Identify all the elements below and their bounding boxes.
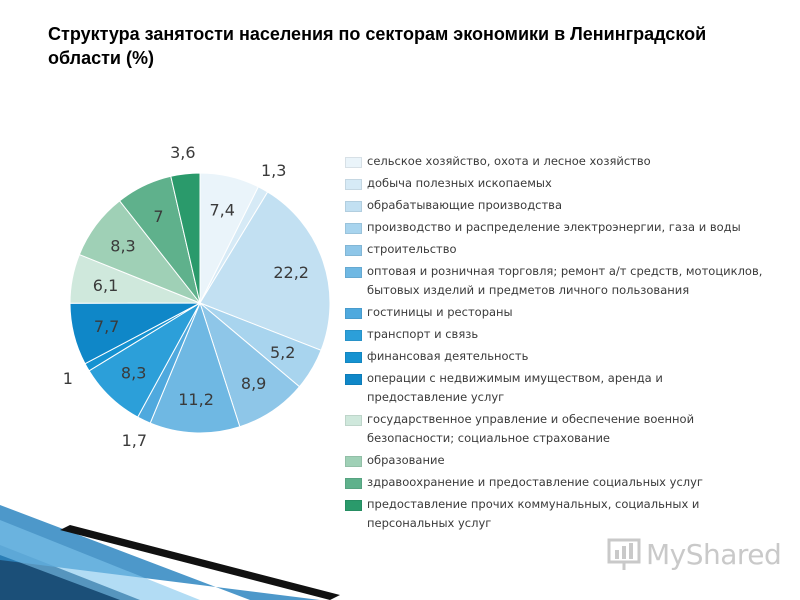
slice-value-label: 11,2 — [178, 390, 214, 409]
slice-value-label: 1,7 — [122, 431, 147, 450]
watermark: MyShared — [606, 536, 782, 576]
legend-label: строительство — [367, 242, 457, 256]
legend-swatch — [345, 179, 362, 190]
pie-slice — [170, 172, 201, 304]
legend-item: обрабатывающие производства — [345, 196, 765, 215]
legend-swatch — [345, 330, 362, 341]
legend-swatch — [345, 500, 362, 511]
legend-item: операции с недвижимым имуществом, аренда… — [345, 369, 765, 407]
legend-swatch — [345, 157, 362, 168]
legend-label: обрабатывающие производства — [367, 198, 562, 212]
legend-item: сельское хозяйство, охота и лесное хозяй… — [345, 152, 765, 171]
slice-value-label: 1,3 — [261, 161, 286, 180]
decor-stripe-black — [60, 525, 340, 600]
presentation-icon — [607, 538, 641, 570]
legend-item: транспорт и связь — [345, 325, 765, 344]
legend-label: производство и распределение электроэнер… — [367, 220, 741, 234]
legend-swatch — [345, 456, 362, 467]
legend-item: оптовая и розничная торговля; ремонт а/т… — [345, 262, 765, 300]
legend-swatch — [345, 478, 362, 489]
legend-label: образование — [367, 453, 445, 467]
pie-slice — [199, 191, 331, 351]
slice-value-label: 3,6 — [170, 143, 195, 162]
pie-slice — [149, 301, 241, 434]
chart-legend: сельское хозяйство, охота и лесное хозяй… — [345, 152, 765, 536]
legend-label: оптовая и розничная торговля; ремонт а/т… — [367, 264, 763, 297]
slice-value-label: 6,1 — [93, 276, 118, 295]
legend-label: здравоохранение и предоставление социаль… — [367, 475, 703, 489]
slice-value-label: 8,3 — [121, 364, 146, 383]
legend-item: предоставление прочих коммунальных, соци… — [345, 495, 765, 533]
legend-item: производство и распределение электроэнер… — [345, 218, 765, 237]
legend-label: сельское хозяйство, охота и лесное хозяй… — [367, 154, 651, 168]
slice-value-label: 5,2 — [270, 343, 295, 362]
legend-label: операции с недвижимым имуществом, аренда… — [367, 371, 663, 404]
legend-label: финансовая деятельность — [367, 349, 529, 363]
decor-stripe-light — [0, 520, 200, 600]
legend-item: добыча полезных ископаемых — [345, 174, 765, 193]
legend-label: государственное управление и обеспечение… — [367, 412, 695, 445]
legend-swatch — [345, 201, 362, 212]
legend-label: предоставление прочих коммунальных, соци… — [367, 497, 700, 530]
slice-value-label: 7,7 — [94, 317, 119, 336]
legend-label: гостиницы и рестораны — [367, 305, 513, 319]
legend-item: строительство — [345, 240, 765, 259]
legend-label: транспорт и связь — [367, 327, 479, 341]
legend-label: добыча полезных ископаемых — [367, 176, 552, 190]
slice-value-label: 8,3 — [110, 236, 135, 255]
legend-item: гостиницы и рестораны — [345, 303, 765, 322]
slice-value-label: 7 — [153, 207, 163, 226]
legend-swatch — [345, 308, 362, 319]
legend-item: государственное управление и обеспечение… — [345, 410, 765, 448]
legend-swatch — [345, 245, 362, 256]
slice-value-label: 7,4 — [209, 200, 234, 219]
legend-swatch — [345, 223, 362, 234]
pie-chart: 7,4 1,3 22,2 5,28,9 11,2 1,7 8,3 1 7,7 6,1 8,3 7 3,6 — [63, 143, 331, 450]
slice-value-label: 22,2 — [273, 263, 309, 282]
watermark-text: MyShared — [646, 538, 782, 571]
legend-swatch — [345, 415, 362, 426]
slice-value-label: 8,9 — [241, 374, 266, 393]
slice-value-label: 1 — [63, 369, 73, 388]
legend-item: здравоохранение и предоставление социаль… — [345, 473, 765, 492]
legend-item: образование — [345, 451, 765, 470]
legend-item: финансовая деятельность — [345, 347, 765, 366]
legend-swatch — [345, 374, 362, 385]
legend-swatch — [345, 267, 362, 278]
slide-title: Структура занятости населения по сектора… — [48, 24, 707, 68]
legend-swatch — [345, 352, 362, 363]
